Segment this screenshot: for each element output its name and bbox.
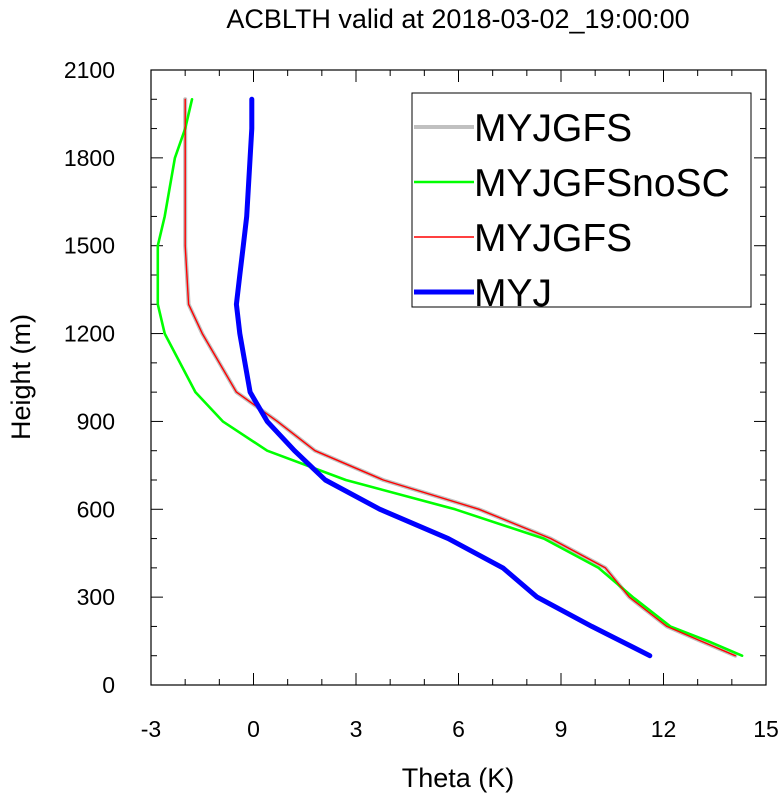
legend-entry-label: MYJGFSnoSC [474, 162, 730, 205]
x-tick-label: 9 [555, 716, 568, 742]
y-tick-label: 300 [77, 584, 115, 610]
y-tick-label: 900 [77, 408, 115, 434]
y-tick-label: 1500 [64, 233, 115, 259]
x-tick-label: 0 [247, 716, 260, 742]
x-tick-label: 15 [753, 716, 779, 742]
y-tick-label: 600 [77, 496, 115, 522]
legend: MYJGFS MYJGFSnoSC MYJGFS MYJ [411, 92, 752, 315]
y-tick-label: 2100 [64, 57, 115, 83]
legend-entry-label: MYJGFS [474, 217, 632, 260]
series-line-4 [233, 96, 653, 659]
plot-area: -3 0 3 6 9 12 15 0 300 600 900 1200 1500 1800 2100 [64, 57, 779, 742]
x-tick-label: 12 [651, 716, 677, 742]
x-tick-label: 3 [350, 716, 363, 742]
legend-entry-label: MYJGFS [474, 107, 632, 150]
y-tick-label: 1800 [64, 145, 115, 171]
x-tick-label: 6 [452, 716, 465, 742]
x-tick-label: -3 [141, 716, 161, 742]
y-tick-label: 0 [102, 672, 115, 698]
legend-entry-label: MYJ [474, 272, 552, 315]
series-line-2 [156, 98, 744, 658]
x-axis-label: Theta (K) [402, 763, 515, 793]
y-axis-label: Height (m) [6, 314, 36, 440]
chart-title: ACBLTH valid at 2018-03-02_19:00:00 [226, 4, 689, 34]
y-tick-label: 1200 [64, 321, 115, 347]
series-line-3 [184, 98, 736, 657]
